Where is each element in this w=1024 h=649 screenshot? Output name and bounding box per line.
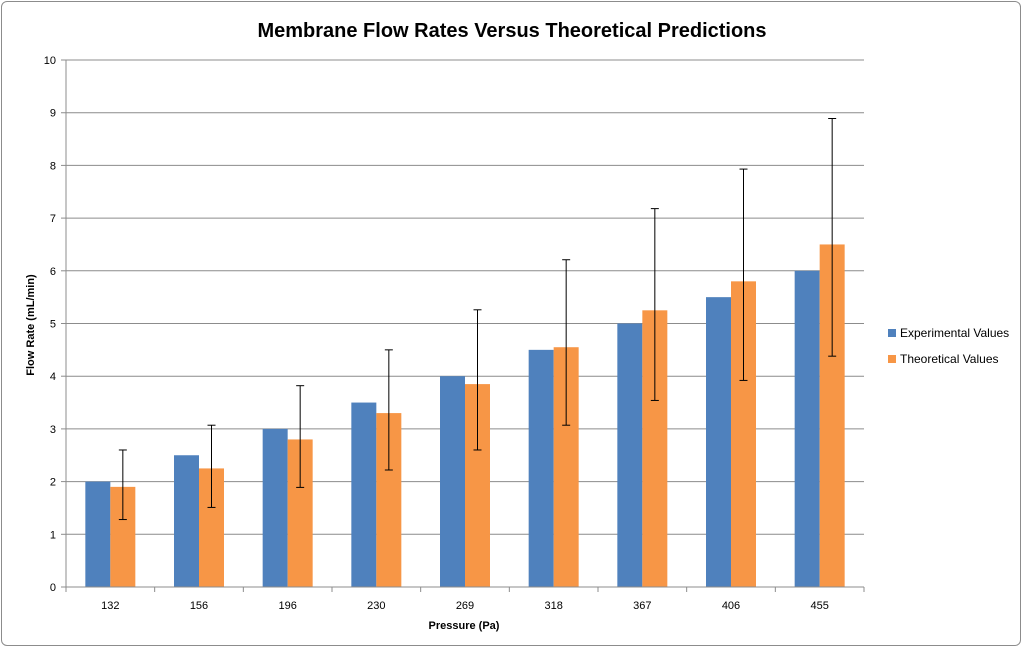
legend: Experimental Values Theoretical Values [888, 326, 1009, 366]
x-tick-label: 230 [367, 600, 385, 612]
x-tick-label: 156 [190, 600, 208, 612]
y-tick-label: 5 [50, 319, 56, 331]
legend-label-experimental: Experimental Values [900, 326, 1009, 340]
x-tick-label: 406 [722, 600, 740, 612]
axes [61, 59, 865, 592]
x-tick-label: 269 [456, 600, 474, 612]
x-tick-label: 455 [810, 600, 828, 612]
y-tick-label: 6 [50, 266, 56, 278]
y-tick-label: 3 [50, 424, 56, 436]
y-tick-label: 4 [50, 371, 56, 383]
experimental-bar [706, 297, 731, 587]
experimental-bar [85, 481, 111, 587]
legend-swatch-theoretical [888, 355, 896, 363]
bars [85, 244, 845, 587]
y-tick-label: 2 [50, 477, 56, 489]
y-tick-label: 0 [50, 582, 56, 594]
experimental-bar [174, 455, 199, 587]
y-tick-label: 7 [50, 213, 56, 225]
experimental-bar [794, 270, 820, 587]
experimental-bar [528, 349, 554, 587]
y-axis-title: Flow Rate (mL/min) [25, 274, 37, 376]
experimental-bar [351, 402, 377, 587]
y-tick-label: 8 [50, 160, 56, 172]
x-tick-label: 367 [633, 600, 651, 612]
experimental-bar [262, 428, 288, 587]
y-tick-label: 1 [50, 529, 56, 541]
experimental-bar [617, 323, 643, 587]
x-tick-label: 196 [278, 600, 296, 612]
y-tick-label: 10 [44, 55, 56, 67]
legend-label-theoretical: Theoretical Values [900, 352, 999, 366]
x-axis-title: Pressure (Pa) [429, 620, 500, 632]
chart-title: Membrane Flow Rates Versus Theoretical P… [257, 20, 766, 42]
x-tick-label: 318 [544, 600, 562, 612]
experimental-bar [440, 376, 465, 587]
legend-swatch-experimental [888, 329, 896, 337]
x-tick-label: 132 [101, 600, 119, 612]
y-tick-label: 9 [50, 108, 56, 120]
error-bars [118, 117, 837, 521]
tick-labels: 0 1 2 3 4 5 6 7 8 9 10 132 156 196 230 269 318 367 406 455 [44, 55, 829, 612]
